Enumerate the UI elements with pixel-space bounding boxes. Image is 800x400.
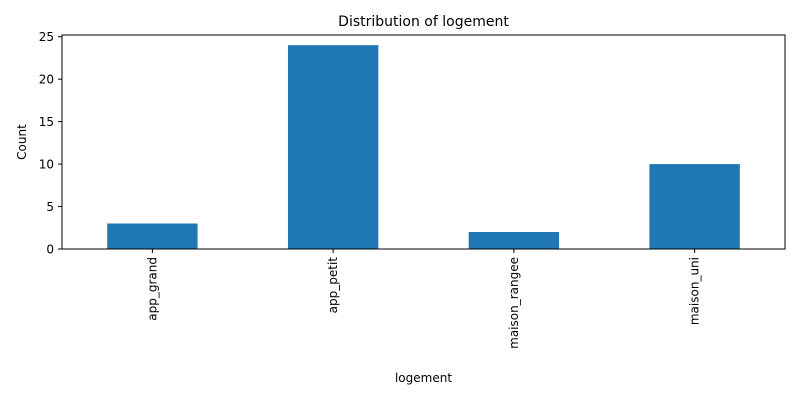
y-axis-label: Count bbox=[15, 124, 29, 160]
x-axis-label: logement bbox=[395, 371, 452, 385]
x-tick-label: maison_uni bbox=[688, 257, 702, 325]
plot-frame bbox=[61, 34, 786, 250]
bars-group bbox=[107, 45, 740, 249]
y-axis-ticks: 0 5 10 15 20 25 bbox=[39, 30, 62, 257]
chart-title: Distribution of logement bbox=[338, 14, 509, 30]
y-tick-label: 20 bbox=[39, 73, 54, 87]
y-tick-label: 0 bbox=[46, 243, 54, 257]
bar-maison-uni bbox=[649, 164, 740, 249]
bar-app-petit bbox=[287, 45, 379, 249]
y-tick-label: 25 bbox=[39, 30, 54, 44]
x-tick-label: app_grand bbox=[145, 257, 159, 321]
bar-maison-rangee bbox=[468, 232, 560, 249]
y-tick-label: 5 bbox=[46, 200, 54, 214]
x-tick-label: app_petit bbox=[326, 257, 340, 314]
x-axis-ticks: app_grand app_petit maison_rangee maison_un… bbox=[145, 249, 702, 349]
bar-app-grand bbox=[107, 223, 198, 249]
x-tick-label: maison_rangee bbox=[507, 257, 521, 349]
y-tick-label: 10 bbox=[39, 158, 54, 172]
y-tick-label: 15 bbox=[39, 115, 54, 129]
